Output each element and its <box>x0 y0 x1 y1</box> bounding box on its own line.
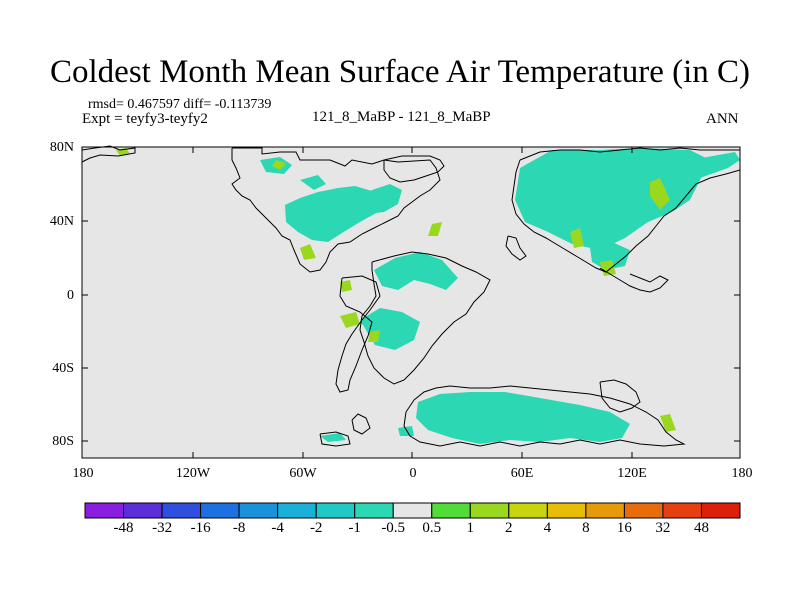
warm-patch-india <box>570 228 584 248</box>
colorbar-box <box>623 502 664 519</box>
coast-south-america <box>335 275 381 393</box>
warm-patch-canada <box>272 160 286 170</box>
colorbar-box <box>354 502 394 519</box>
warm-patch-africa-north <box>340 280 352 292</box>
lat-label-eq: 0 <box>67 288 74 303</box>
colorbar-label: 0.5 <box>422 520 442 536</box>
coast-middle-east <box>505 235 527 261</box>
warm-patch-greenland-edge <box>428 222 442 236</box>
warm-patch-east-asia <box>650 178 670 210</box>
colorbar-label: -2 <box>309 520 323 536</box>
colorbar-label: 16 <box>616 520 632 536</box>
colorbar-box <box>392 502 433 519</box>
patch-antarctica-edge <box>398 426 414 436</box>
coast-australia <box>599 379 641 413</box>
colorbar-label: -32 <box>152 520 173 536</box>
colorbar-label: 1 <box>466 520 475 536</box>
colorbar-box <box>84 502 125 519</box>
warm-patch-africa-east <box>368 330 380 342</box>
colorbar-box <box>469 502 510 519</box>
rmsd-label: rmsd= 0.467597 diff= -0.113739 <box>88 97 272 112</box>
colorbar-label: 32 <box>655 520 671 536</box>
colorbar-box <box>700 502 741 519</box>
patch-greenland <box>355 184 402 214</box>
lon-label-120w: 120W <box>175 466 211 481</box>
lat-label-40n: 40N <box>49 214 74 229</box>
colorbar-label: -48 <box>113 520 134 536</box>
coast-antarctica <box>403 385 686 447</box>
patch-antarctica-west <box>320 433 346 442</box>
colorbar-box <box>277 502 317 519</box>
coast-greenland <box>383 155 445 183</box>
axis-ticks <box>82 146 740 458</box>
colorbar-box <box>662 502 702 519</box>
warm-patch-north-america <box>300 244 316 260</box>
colorbar-box <box>315 502 356 519</box>
colorbar-label: 4 <box>543 520 552 536</box>
lat-label-80s: 80S <box>52 434 74 449</box>
warm-patches <box>116 148 676 432</box>
colorbar-label: 48 <box>694 520 709 536</box>
lon-label-180w: 180 <box>72 466 94 481</box>
lat-label-80n: 80N <box>49 140 74 155</box>
patch-eurasia <box>515 148 710 250</box>
coast-africa <box>359 251 491 385</box>
coastlines <box>81 145 741 447</box>
season-label: ANN <box>706 111 739 127</box>
warm-patch-antarctica <box>660 414 676 432</box>
patch-siberia-east <box>660 152 740 180</box>
period-label: 121_8_MaBP - 121_8_MaBP <box>312 109 491 125</box>
lon-label-60w: 60W <box>289 466 317 481</box>
patch-antarctica <box>416 392 630 444</box>
coast-southeast-asia <box>599 267 669 293</box>
colorbar-label: -1 <box>348 520 361 536</box>
colorbar-label: -16 <box>190 520 211 536</box>
colorbar-label: 2 <box>505 520 513 536</box>
lon-label-180e: 180 <box>731 466 753 481</box>
colorbar-label: -4 <box>271 520 284 536</box>
colorbar-label: 8 <box>582 520 590 536</box>
colorbar <box>84 502 741 519</box>
lon-label-60e: 60E <box>510 466 534 481</box>
warm-patch-southeast-asia <box>600 260 616 276</box>
colorbar-box <box>123 502 163 519</box>
coast-antarctica-west <box>319 431 351 447</box>
lon-label-120e: 120E <box>617 466 647 481</box>
colorbar-label: -0.5 <box>381 520 406 536</box>
coast-antarctica-peninsula <box>351 413 371 435</box>
colorbar-box <box>200 502 240 519</box>
colorbar-box <box>161 502 202 519</box>
warm-patch-africa-west <box>340 312 360 328</box>
colorbar-box <box>585 502 625 519</box>
colorbar-box <box>508 502 548 519</box>
lon-label-0: 0 <box>409 466 417 481</box>
patch-africa <box>374 252 458 290</box>
map-title: Coldest Month Mean Surface Air Temperatu… <box>50 54 750 90</box>
colorbar-label: -8 <box>232 520 246 536</box>
map-frame <box>81 146 741 459</box>
coast-north-america <box>231 147 441 273</box>
anomaly-patches <box>260 148 740 444</box>
patch-arctic-west <box>300 175 326 190</box>
lat-label-40s: 40S <box>52 361 74 376</box>
patch-asia-south <box>590 242 630 270</box>
colorbar-box <box>546 502 587 519</box>
colorbar-box <box>431 502 471 519</box>
colorbar-box <box>238 502 279 519</box>
experiment-label: Expt = teyfy3-teyfy2 <box>82 111 208 127</box>
coast-eurasia <box>511 147 741 273</box>
